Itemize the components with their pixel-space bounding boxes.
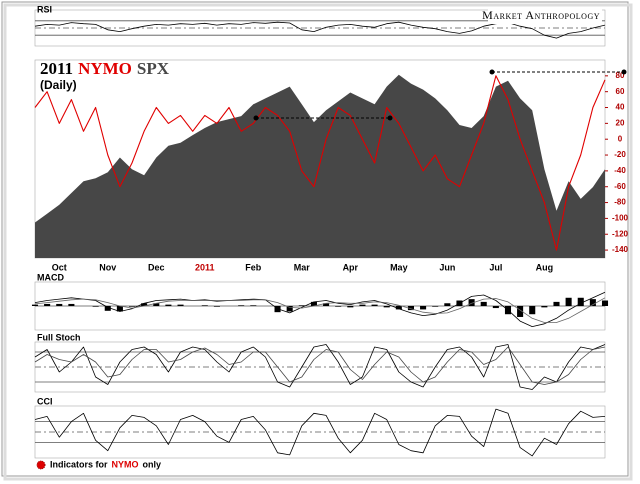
- histogram-bar: [141, 303, 148, 306]
- x-tick-label: Feb: [245, 262, 262, 272]
- legend-label: NYMO: [78, 59, 132, 78]
- annotation-dot: [489, 69, 495, 75]
- histogram-bar: [250, 305, 257, 306]
- note-text: only: [143, 459, 162, 469]
- histogram-bar: [565, 297, 572, 306]
- histogram-bar: [116, 306, 123, 312]
- page-shadow: [3, 3, 633, 481]
- y-tick-label: 40: [616, 103, 625, 112]
- panel-title: Full Stoch: [37, 332, 81, 342]
- histogram-bar: [68, 303, 75, 306]
- x-tick-label: May: [390, 262, 408, 272]
- chart-subtitle: (Daily): [40, 78, 77, 92]
- histogram-bar: [395, 306, 402, 310]
- y-tick-label: -80: [614, 198, 626, 207]
- histogram-bar: [347, 306, 354, 308]
- histogram-bar: [44, 303, 51, 306]
- histogram-bar: [92, 306, 99, 307]
- y-tick-label: 60: [616, 87, 625, 96]
- histogram-bar: [420, 306, 427, 310]
- panel-title: RSI: [37, 4, 52, 14]
- y-tick-label: 0: [618, 134, 623, 143]
- x-tick-label: Apr: [343, 262, 359, 272]
- histogram-bar: [298, 305, 305, 306]
- histogram-bar: [541, 306, 548, 308]
- histogram-bar: [310, 301, 317, 306]
- y-tick-label: -20: [614, 150, 626, 159]
- histogram-bar: [529, 306, 536, 315]
- histogram-bar: [153, 303, 160, 306]
- panel-title: MACD: [37, 272, 64, 282]
- x-tick-label: Oct: [52, 262, 67, 272]
- histogram-bar: [480, 301, 487, 306]
- y-tick-label: -40: [614, 166, 626, 175]
- x-tick-label: Mar: [294, 262, 311, 272]
- histogram-bar: [165, 304, 172, 306]
- histogram-bar: [492, 306, 499, 309]
- y-tick-label: -140: [612, 245, 629, 254]
- histogram-bar: [335, 306, 342, 307]
- histogram-bar: [359, 304, 366, 306]
- panel-title: CCI: [37, 396, 53, 406]
- area: [35, 74, 605, 258]
- watermark-box: [488, 8, 602, 24]
- x-tick-label: Nov: [99, 262, 116, 272]
- x-tick-label: Aug: [536, 262, 554, 272]
- histogram-bar: [201, 305, 208, 306]
- histogram-bar: [286, 306, 293, 312]
- histogram-bar: [213, 306, 220, 307]
- line: [34, 75, 606, 251]
- histogram-bar: [383, 306, 390, 308]
- histogram-bar: [577, 297, 584, 306]
- y-tick-label: 80: [616, 71, 625, 80]
- histogram-bar: [104, 306, 111, 311]
- histogram-bar: [517, 306, 524, 317]
- chart-layer: RSI 80 60 40 20 0 -20 -40 -60 -80 -100 -120 -140 Oct N…: [31, 4, 629, 459]
- line: [34, 344, 606, 390]
- histogram-bar: [31, 304, 39, 306]
- line: [34, 408, 606, 457]
- histogram-bar: [589, 299, 596, 306]
- histogram-bar: [177, 304, 184, 306]
- x-tick-label: Jun: [439, 262, 455, 272]
- x-tick-label: Jul: [489, 262, 502, 272]
- histogram-bar: [601, 300, 609, 306]
- histogram-bar: [407, 306, 414, 311]
- annotation-dot: [621, 69, 627, 75]
- line: [34, 291, 606, 327]
- legend-label: SPX: [137, 59, 170, 78]
- histogram-bar: [444, 303, 451, 306]
- x-tick-label: Dec: [148, 262, 165, 272]
- note-text: Indicators for: [50, 459, 108, 469]
- chart-title: 2011: [40, 59, 73, 78]
- note-text: NYMO: [112, 459, 139, 469]
- annotation-dot: [253, 115, 259, 121]
- histogram-bar: [238, 305, 245, 306]
- watermark: Market Anthropology: [482, 8, 600, 22]
- histogram-bar: [128, 306, 136, 307]
- note-marker: [36, 460, 46, 470]
- line: [34, 346, 606, 385]
- histogram-bar: [553, 301, 560, 306]
- y-tick-label: -100: [612, 214, 629, 223]
- y-tick-label: -60: [614, 182, 626, 191]
- x-tick-label: 2011: [195, 262, 215, 272]
- histogram-bar: [468, 299, 475, 306]
- histogram-bar: [56, 303, 63, 306]
- y-tick-label: -120: [612, 229, 629, 238]
- histogram-bar: [323, 303, 330, 306]
- histogram-bar: [371, 304, 378, 306]
- y-tick-label: 20: [616, 118, 625, 127]
- line: [34, 297, 606, 323]
- annotation-dot: [387, 115, 393, 121]
- histogram-bar: [432, 306, 439, 307]
